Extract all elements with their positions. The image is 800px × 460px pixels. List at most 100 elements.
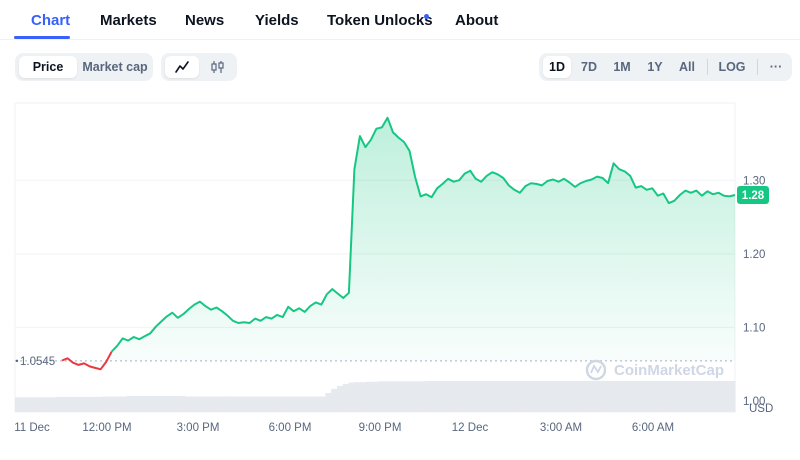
volume-bar xyxy=(231,396,239,412)
volume-bar xyxy=(137,396,145,412)
tab-about[interactable]: About xyxy=(455,12,499,29)
volume-bar xyxy=(576,380,584,412)
volume-bar xyxy=(266,396,274,412)
volume-bar xyxy=(225,396,233,412)
range-1d-button[interactable]: 1D xyxy=(543,56,571,78)
volume-bar xyxy=(448,380,455,412)
x-axis: 11 Dec 12:00 PM 3:00 PM 6:00 PM 9:00 PM 12 De… xyxy=(14,422,674,434)
volume-bar xyxy=(55,396,63,412)
volume-bar xyxy=(143,396,151,412)
volume-bar xyxy=(219,396,227,412)
volume-bar xyxy=(377,381,385,412)
x-tick-label: 6:00 AM xyxy=(632,422,674,434)
volume-bar xyxy=(617,380,625,412)
volume-bar xyxy=(465,380,473,412)
volume-bar xyxy=(682,380,689,412)
volume-bar xyxy=(73,396,80,412)
volume-bar xyxy=(173,396,180,412)
market-cap-toggle[interactable]: Market cap xyxy=(82,60,148,74)
volume-bar xyxy=(699,380,707,412)
volume-bar xyxy=(418,381,426,412)
volume-bar xyxy=(524,380,531,412)
volume-bar xyxy=(132,396,139,412)
y-tick-label: 1.30 xyxy=(743,175,765,187)
more-options-button[interactable]: ··· xyxy=(769,60,783,74)
tab-markets[interactable]: Markets xyxy=(100,12,157,29)
volume-bar xyxy=(407,381,414,412)
volume-bar xyxy=(61,396,69,412)
volume-bar xyxy=(729,380,736,412)
volume-bar xyxy=(565,380,572,412)
volume-bar xyxy=(454,380,461,412)
volume-bar xyxy=(214,396,221,412)
volume-bar xyxy=(313,396,320,412)
price-line-up xyxy=(110,116,736,353)
volume-bar xyxy=(641,380,648,412)
volume-bar xyxy=(670,380,678,412)
active-tab-underline xyxy=(14,36,70,39)
volume-bar xyxy=(506,380,514,412)
volume-bars xyxy=(15,380,736,412)
candlestick-button[interactable] xyxy=(201,56,235,78)
tab-news[interactable]: News xyxy=(185,12,225,29)
volume-bar xyxy=(255,396,262,412)
volume-bar xyxy=(635,380,642,412)
volume-bar xyxy=(161,396,168,412)
open-price-label: 1.0545 xyxy=(20,356,55,368)
volume-bar xyxy=(430,380,438,412)
line-chart-button[interactable] xyxy=(165,56,199,78)
tab-token-unlocks[interactable]: Token Unlocks xyxy=(327,12,433,29)
volume-bar xyxy=(559,380,566,412)
volume-bar xyxy=(284,396,291,412)
volume-bar xyxy=(676,380,683,412)
volume-bar xyxy=(442,380,449,412)
volume-bar xyxy=(530,380,537,412)
price-tags: 1.0545 1.28 xyxy=(15,185,769,368)
x-tick-label: 12 Dec xyxy=(452,422,489,434)
log-scale-button[interactable]: LOG xyxy=(718,60,746,74)
volume-bar xyxy=(664,380,672,412)
volume-bar xyxy=(202,396,209,412)
volume-bar xyxy=(471,380,479,412)
volume-bar xyxy=(623,380,631,412)
volume-bar xyxy=(178,396,186,412)
chart-type-toggle xyxy=(161,53,237,81)
volume-bar xyxy=(260,396,268,412)
volume-bar xyxy=(278,396,285,412)
volume-bar xyxy=(342,383,350,412)
volume-bar xyxy=(366,381,373,412)
open-price-marker xyxy=(15,359,19,363)
volume-bar xyxy=(85,396,92,412)
volume-bar xyxy=(26,397,34,412)
volume-bar xyxy=(647,380,654,412)
volume-bar xyxy=(705,380,713,412)
tab-chart[interactable]: Chart xyxy=(31,12,71,29)
range-1y-button[interactable]: 1Y xyxy=(647,60,663,74)
range-7d-button[interactable]: 7D xyxy=(581,60,597,74)
volume-bar xyxy=(120,396,127,412)
volume-bar xyxy=(500,380,508,412)
range-all-button[interactable]: All xyxy=(679,60,695,74)
volume-bar xyxy=(459,380,467,412)
volume-bar xyxy=(717,380,724,412)
x-tick-label: 12:00 PM xyxy=(82,422,131,434)
volume-bar xyxy=(348,382,356,412)
range-divider xyxy=(707,59,708,75)
volume-bar xyxy=(155,396,162,412)
volume-bar xyxy=(20,397,28,412)
volume-bar xyxy=(91,396,98,412)
tab-yields[interactable]: Yields xyxy=(255,12,299,29)
range-1m-button[interactable]: 1M xyxy=(613,60,631,74)
volume-bar xyxy=(319,396,326,412)
volume-bar xyxy=(32,397,40,412)
volume-bar xyxy=(307,396,315,412)
y-tick-label: 1.00 xyxy=(743,396,765,408)
current-price-tag xyxy=(737,185,769,204)
volume-bar xyxy=(541,380,549,412)
volume-bar xyxy=(600,380,607,412)
price-toggle[interactable]: Price xyxy=(19,56,77,78)
volume-bar xyxy=(483,380,490,412)
volume-bar xyxy=(477,380,484,412)
